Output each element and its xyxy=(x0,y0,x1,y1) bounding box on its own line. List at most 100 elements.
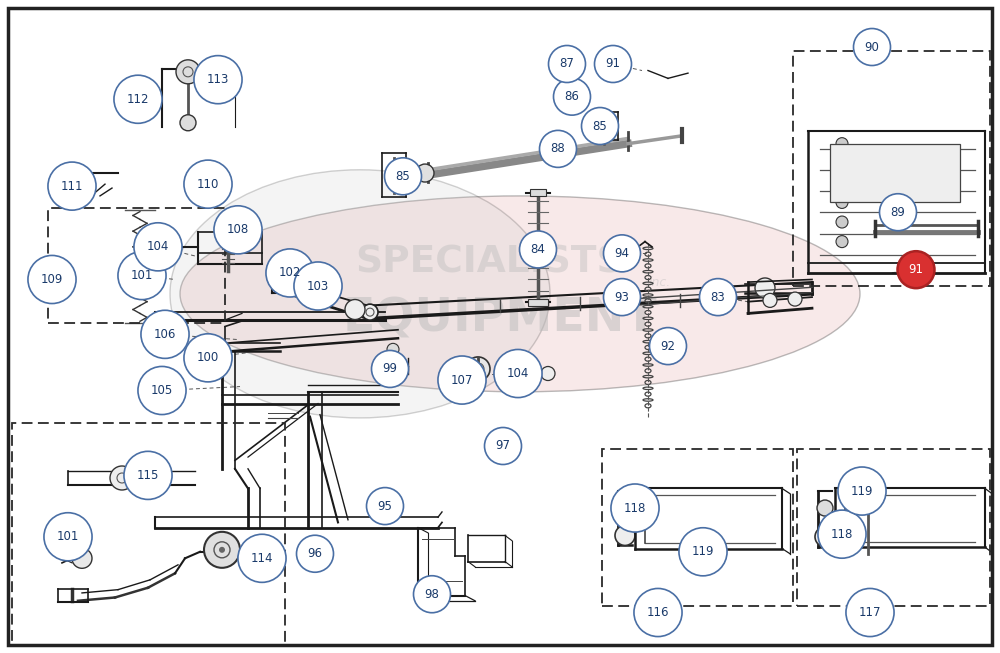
Circle shape xyxy=(836,157,848,169)
Bar xyxy=(528,299,548,306)
Text: 114: 114 xyxy=(251,552,273,565)
Circle shape xyxy=(296,535,334,572)
Text: 116: 116 xyxy=(647,606,669,619)
Circle shape xyxy=(466,357,490,381)
Circle shape xyxy=(898,251,934,288)
Circle shape xyxy=(416,164,434,182)
Circle shape xyxy=(372,351,409,387)
Circle shape xyxy=(565,92,579,106)
Circle shape xyxy=(214,206,262,254)
Text: 117: 117 xyxy=(859,606,881,619)
Text: 98: 98 xyxy=(425,588,439,601)
Text: 101: 101 xyxy=(131,269,153,282)
Circle shape xyxy=(218,222,238,242)
Text: 104: 104 xyxy=(507,367,529,380)
Text: 97: 97 xyxy=(496,439,511,453)
Circle shape xyxy=(387,343,399,355)
Circle shape xyxy=(854,29,891,65)
Bar xyxy=(530,189,546,196)
Circle shape xyxy=(540,131,576,167)
Bar xyxy=(797,449,990,606)
Text: EQUIPMENT: EQUIPMENT xyxy=(343,296,657,341)
Circle shape xyxy=(604,279,640,315)
Circle shape xyxy=(72,549,92,568)
Text: 109: 109 xyxy=(41,273,63,286)
Circle shape xyxy=(700,279,736,315)
Circle shape xyxy=(604,235,640,272)
Circle shape xyxy=(594,46,632,82)
Text: 119: 119 xyxy=(851,485,873,498)
Circle shape xyxy=(28,255,76,304)
Bar xyxy=(602,449,793,606)
Text: 106: 106 xyxy=(154,328,176,341)
Circle shape xyxy=(366,488,404,524)
Text: 115: 115 xyxy=(137,469,159,482)
Text: 104: 104 xyxy=(147,240,169,253)
Text: 95: 95 xyxy=(378,500,392,513)
Circle shape xyxy=(836,197,848,208)
Circle shape xyxy=(62,540,82,560)
Text: 85: 85 xyxy=(396,170,410,183)
Circle shape xyxy=(238,534,286,582)
Circle shape xyxy=(110,466,134,490)
Circle shape xyxy=(788,292,802,306)
Circle shape xyxy=(345,300,365,319)
Text: 91: 91 xyxy=(606,57,620,71)
Circle shape xyxy=(134,223,182,271)
Text: SPECIALISTS: SPECIALISTS xyxy=(356,244,624,281)
Circle shape xyxy=(184,334,232,382)
Text: 102: 102 xyxy=(279,266,301,279)
Circle shape xyxy=(763,293,777,308)
Circle shape xyxy=(846,588,894,637)
Circle shape xyxy=(755,278,775,298)
Circle shape xyxy=(611,484,659,532)
Circle shape xyxy=(266,249,314,297)
Circle shape xyxy=(554,78,590,115)
Circle shape xyxy=(124,451,172,500)
Circle shape xyxy=(582,108,618,144)
Text: 108: 108 xyxy=(227,223,249,236)
Circle shape xyxy=(48,162,96,210)
Text: 83: 83 xyxy=(711,291,725,304)
Circle shape xyxy=(138,366,186,415)
Circle shape xyxy=(634,588,682,637)
Text: 84: 84 xyxy=(531,243,545,256)
Circle shape xyxy=(548,46,586,82)
Circle shape xyxy=(180,115,196,131)
Text: 105: 105 xyxy=(151,384,173,397)
Circle shape xyxy=(815,527,835,547)
Text: 88: 88 xyxy=(551,142,565,155)
Circle shape xyxy=(494,349,542,398)
Text: 103: 103 xyxy=(307,279,329,293)
Bar xyxy=(222,225,234,230)
Circle shape xyxy=(204,532,240,568)
Text: 113: 113 xyxy=(207,73,229,86)
Text: 101: 101 xyxy=(57,530,79,543)
Circle shape xyxy=(880,194,916,231)
Circle shape xyxy=(836,216,848,228)
Bar xyxy=(793,51,990,286)
Circle shape xyxy=(679,528,727,576)
Text: 111: 111 xyxy=(61,180,83,193)
Text: 112: 112 xyxy=(127,93,149,106)
Bar xyxy=(48,208,225,323)
Circle shape xyxy=(184,160,232,208)
Circle shape xyxy=(141,310,189,358)
Text: 93: 93 xyxy=(615,291,629,304)
Text: 107: 107 xyxy=(451,374,473,387)
Circle shape xyxy=(836,177,848,189)
Text: 86: 86 xyxy=(565,90,579,103)
Text: 87: 87 xyxy=(560,57,574,71)
Circle shape xyxy=(194,56,242,104)
Text: 94: 94 xyxy=(614,247,630,260)
Circle shape xyxy=(362,304,378,320)
Circle shape xyxy=(114,75,162,123)
Circle shape xyxy=(838,467,886,515)
Circle shape xyxy=(484,428,522,464)
Circle shape xyxy=(384,158,422,195)
Circle shape xyxy=(118,251,166,300)
Circle shape xyxy=(44,513,92,561)
Circle shape xyxy=(836,236,848,247)
Circle shape xyxy=(617,502,633,517)
Circle shape xyxy=(650,328,686,364)
